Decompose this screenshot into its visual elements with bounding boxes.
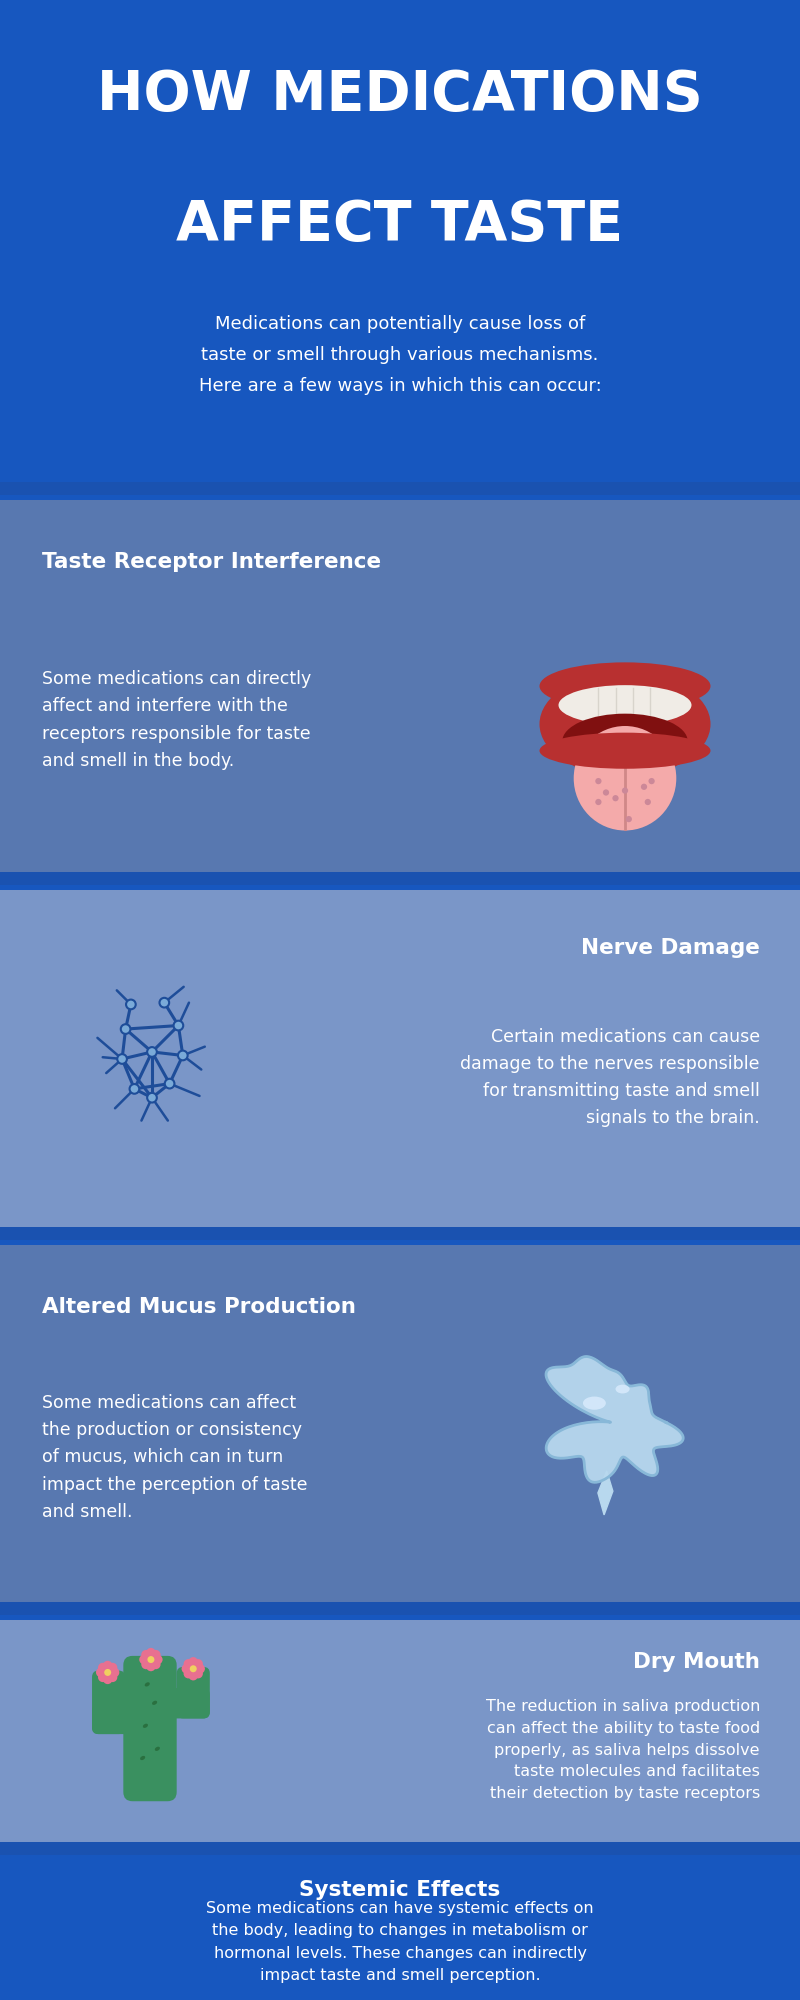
Ellipse shape <box>140 1756 146 1760</box>
Circle shape <box>183 1660 193 1668</box>
Circle shape <box>103 1660 113 1670</box>
Ellipse shape <box>539 662 710 710</box>
Circle shape <box>189 1658 198 1666</box>
Circle shape <box>142 1660 151 1670</box>
Circle shape <box>110 1668 119 1678</box>
Circle shape <box>612 796 618 802</box>
Ellipse shape <box>583 1396 606 1410</box>
Circle shape <box>98 1662 107 1672</box>
Text: The reduction in saliva production
can affect the ability to taste food
properly: The reduction in saliva production can a… <box>486 1698 760 1802</box>
Ellipse shape <box>615 1384 630 1394</box>
Circle shape <box>147 1656 154 1664</box>
FancyBboxPatch shape <box>0 872 800 886</box>
Circle shape <box>147 1092 157 1102</box>
Ellipse shape <box>145 1682 150 1686</box>
Circle shape <box>182 1664 191 1674</box>
FancyBboxPatch shape <box>0 500 800 880</box>
Text: Nerve Damage: Nerve Damage <box>581 938 760 958</box>
FancyBboxPatch shape <box>92 1704 143 1734</box>
Circle shape <box>195 1664 205 1674</box>
Circle shape <box>98 1672 107 1682</box>
Circle shape <box>147 1048 157 1056</box>
Circle shape <box>130 1084 139 1094</box>
Circle shape <box>126 1000 136 1010</box>
Ellipse shape <box>539 672 710 776</box>
Circle shape <box>194 1660 203 1668</box>
Circle shape <box>645 798 651 806</box>
FancyBboxPatch shape <box>0 482 800 494</box>
Circle shape <box>118 1054 127 1064</box>
Text: HOW MEDICATIONS: HOW MEDICATIONS <box>97 68 703 122</box>
Circle shape <box>121 1024 130 1034</box>
FancyBboxPatch shape <box>0 1244 800 1610</box>
Text: Some medications can have systemic effects on
the body, leading to changes in me: Some medications can have systemic effec… <box>206 1902 594 1982</box>
Circle shape <box>96 1668 106 1678</box>
Circle shape <box>142 1650 151 1660</box>
Polygon shape <box>598 1470 613 1514</box>
FancyBboxPatch shape <box>0 1226 800 1240</box>
Circle shape <box>194 1668 203 1678</box>
FancyBboxPatch shape <box>177 1666 210 1718</box>
Circle shape <box>183 1668 193 1678</box>
Text: Some medications can directly
affect and interfere with the
receptors responsibl: Some medications can directly affect and… <box>42 670 311 770</box>
Text: Altered Mucus Production: Altered Mucus Production <box>42 1296 356 1316</box>
Circle shape <box>104 1668 111 1676</box>
Circle shape <box>603 790 609 796</box>
Circle shape <box>146 1648 156 1658</box>
FancyBboxPatch shape <box>0 0 800 490</box>
Text: Medications can potentially cause loss of
taste or smell through various mechani: Medications can potentially cause loss o… <box>198 316 602 394</box>
Ellipse shape <box>574 726 676 830</box>
FancyBboxPatch shape <box>123 1656 177 1802</box>
Circle shape <box>190 1666 197 1672</box>
Ellipse shape <box>143 1724 148 1728</box>
Circle shape <box>108 1662 118 1672</box>
Text: Certain medications can cause
damage to the nerves responsible
for transmitting : Certain medications can cause damage to … <box>461 1028 760 1128</box>
Circle shape <box>151 1650 161 1660</box>
FancyBboxPatch shape <box>0 1602 800 1616</box>
Text: Systemic Effects: Systemic Effects <box>299 1880 501 1900</box>
Polygon shape <box>546 1356 683 1482</box>
Ellipse shape <box>558 686 691 726</box>
Ellipse shape <box>539 732 710 768</box>
Circle shape <box>153 1654 162 1664</box>
Circle shape <box>139 1654 149 1664</box>
Text: Taste Receptor Interference: Taste Receptor Interference <box>42 552 381 572</box>
Circle shape <box>174 1020 183 1030</box>
Circle shape <box>626 816 632 822</box>
Circle shape <box>165 1078 174 1088</box>
FancyBboxPatch shape <box>92 1670 125 1734</box>
Circle shape <box>159 998 169 1008</box>
Circle shape <box>178 1050 188 1060</box>
FancyBboxPatch shape <box>0 1842 800 1856</box>
Circle shape <box>649 778 654 784</box>
FancyBboxPatch shape <box>0 1860 800 2000</box>
Circle shape <box>595 798 602 806</box>
Ellipse shape <box>562 714 688 768</box>
FancyBboxPatch shape <box>0 1620 800 1850</box>
Circle shape <box>595 778 602 784</box>
Circle shape <box>151 1660 161 1670</box>
Ellipse shape <box>152 1700 157 1704</box>
Circle shape <box>641 784 647 790</box>
Circle shape <box>146 1662 156 1672</box>
Circle shape <box>622 788 628 794</box>
Ellipse shape <box>154 1746 160 1750</box>
Text: Some medications can affect
the production or consistency
of mucus, which can in: Some medications can affect the producti… <box>42 1394 307 1520</box>
FancyBboxPatch shape <box>158 1688 210 1718</box>
Circle shape <box>103 1674 113 1684</box>
Circle shape <box>189 1670 198 1680</box>
Circle shape <box>108 1672 118 1682</box>
FancyBboxPatch shape <box>0 890 800 1234</box>
Text: AFFECT TASTE: AFFECT TASTE <box>177 198 623 252</box>
Text: Dry Mouth: Dry Mouth <box>633 1652 760 1672</box>
